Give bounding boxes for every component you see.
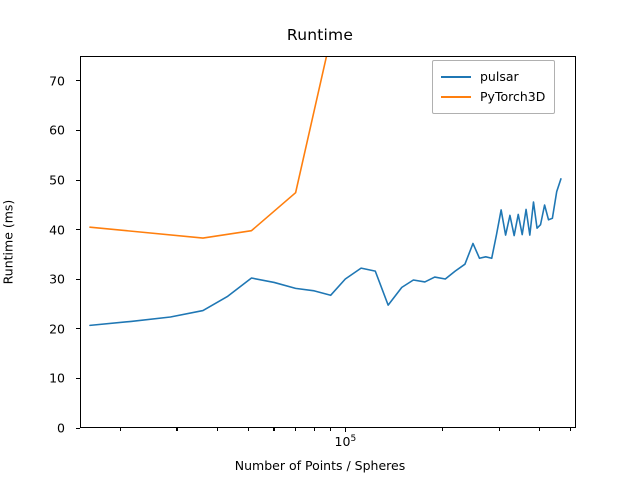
legend-item-pulsar[interactable]: pulsar [441,67,545,87]
x-tick-mark-minor [176,428,178,431]
y-tick-label: 30 [49,271,65,287]
x-tick-mark-minor [570,428,572,431]
series-line-pytorch3d [89,57,328,239]
x-tick-mark-minor [247,428,249,431]
y-tick-mark [76,80,80,82]
y-tick-mark [76,179,80,181]
x-axis-label: Number of Points / Spheres [234,458,406,473]
x-tick-mark-major [344,428,346,432]
y-tick-label: 0 [57,420,65,436]
y-tick-label: 60 [49,122,65,138]
series-line-pulsar [89,178,562,327]
y-tick-mark [76,377,80,379]
legend-swatch-pytorch3d [441,96,471,98]
x-tick-mark-minor [538,428,540,431]
chart-title: Runtime [286,26,354,44]
y-tick-label: 10 [49,370,65,386]
y-tick-label: 70 [49,73,65,89]
y-tick-label: 40 [49,222,65,238]
plot-area [80,56,576,428]
y-tick-mark [76,278,80,280]
legend-label-pytorch3d: PyTorch3D [480,88,546,104]
y-tick-label: 50 [49,172,65,188]
y-axis-label-container: Runtime (ms) [0,0,22,480]
legend-swatch-pulsar [441,76,471,78]
x-tick-mark-minor [498,428,500,431]
x-tick-label-major: 105 [334,434,357,450]
y-tick-mark [76,328,80,330]
x-tick-mark-minor [273,428,275,431]
x-tick-mark-minor [330,428,332,431]
x-tick-mark-minor [216,428,218,431]
legend-label-pulsar: pulsar [480,68,519,84]
legend-item-pytorch3d[interactable]: PyTorch3D [441,87,545,107]
y-tick-label: 20 [49,321,65,337]
y-tick-mark [76,129,80,131]
y-tick-mark [76,427,80,429]
x-tick-mark-minor [313,428,315,431]
x-tick-mark-minor [441,428,443,431]
x-tick-mark-minor [294,428,297,431]
legend-box: pulsar PyTorch3D [432,60,556,114]
x-tick-mark-minor [119,428,121,431]
y-tick-mark [76,229,80,231]
plot-lines [89,57,562,327]
